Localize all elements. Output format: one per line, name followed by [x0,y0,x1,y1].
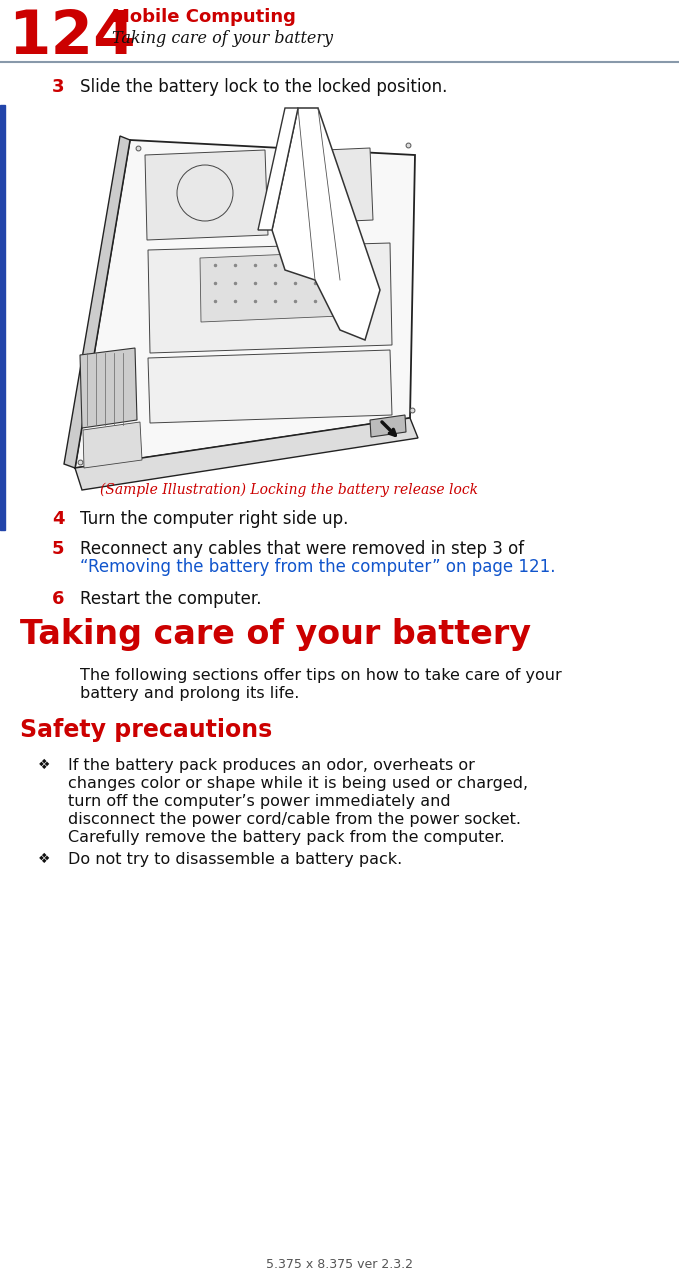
Text: The following sections offer tips on how to take care of your: The following sections offer tips on how… [80,669,562,683]
Text: changes color or shape while it is being used or charged,: changes color or shape while it is being… [68,777,528,791]
Polygon shape [272,108,380,341]
Polygon shape [148,243,392,353]
Polygon shape [370,416,406,437]
Text: Taking care of your battery: Taking care of your battery [112,31,333,47]
Text: 6: 6 [52,590,65,608]
Text: 124: 124 [8,8,136,67]
Polygon shape [83,422,142,468]
Text: Turn the computer right side up.: Turn the computer right side up. [80,510,348,527]
Text: “Removing the battery from the computer” on page 121.: “Removing the battery from the computer”… [80,558,555,576]
Text: 3: 3 [52,78,65,97]
Text: ❖: ❖ [38,852,50,866]
Text: Restart the computer.: Restart the computer. [80,590,261,608]
Polygon shape [148,350,392,423]
Text: Carefully remove the battery pack from the computer.: Carefully remove the battery pack from t… [68,830,504,845]
Text: turn off the computer’s power immediately and: turn off the computer’s power immediatel… [68,794,451,810]
Text: Mobile Computing: Mobile Computing [112,8,296,25]
Polygon shape [75,418,418,491]
Text: 4: 4 [52,510,65,527]
Polygon shape [75,140,415,468]
Polygon shape [280,147,373,224]
Text: 5: 5 [52,540,65,558]
Text: Do not try to disassemble a battery pack.: Do not try to disassemble a battery pack… [68,852,402,867]
Text: Reconnect any cables that were removed in step 3 of: Reconnect any cables that were removed i… [80,540,524,558]
Polygon shape [200,252,341,322]
Text: Taking care of your battery: Taking care of your battery [20,618,531,651]
Text: ❖: ❖ [38,758,50,771]
Polygon shape [80,348,137,428]
Text: If the battery pack produces an odor, overheats or: If the battery pack produces an odor, ov… [68,758,475,773]
Text: battery and prolong its life.: battery and prolong its life. [80,686,299,702]
Text: Slide the battery lock to the locked position.: Slide the battery lock to the locked pos… [80,78,447,97]
Text: disconnect the power cord/cable from the power socket.: disconnect the power cord/cable from the… [68,812,521,827]
Polygon shape [145,150,268,240]
Polygon shape [64,136,130,468]
Text: Safety precautions: Safety precautions [20,718,272,742]
Text: 5.375 x 8.375 ver 2.3.2: 5.375 x 8.375 ver 2.3.2 [265,1258,413,1271]
Bar [0,105,5,530]
Text: (Sample Illustration) Locking the battery release lock: (Sample Illustration) Locking the batter… [100,483,478,497]
Polygon shape [258,108,298,230]
